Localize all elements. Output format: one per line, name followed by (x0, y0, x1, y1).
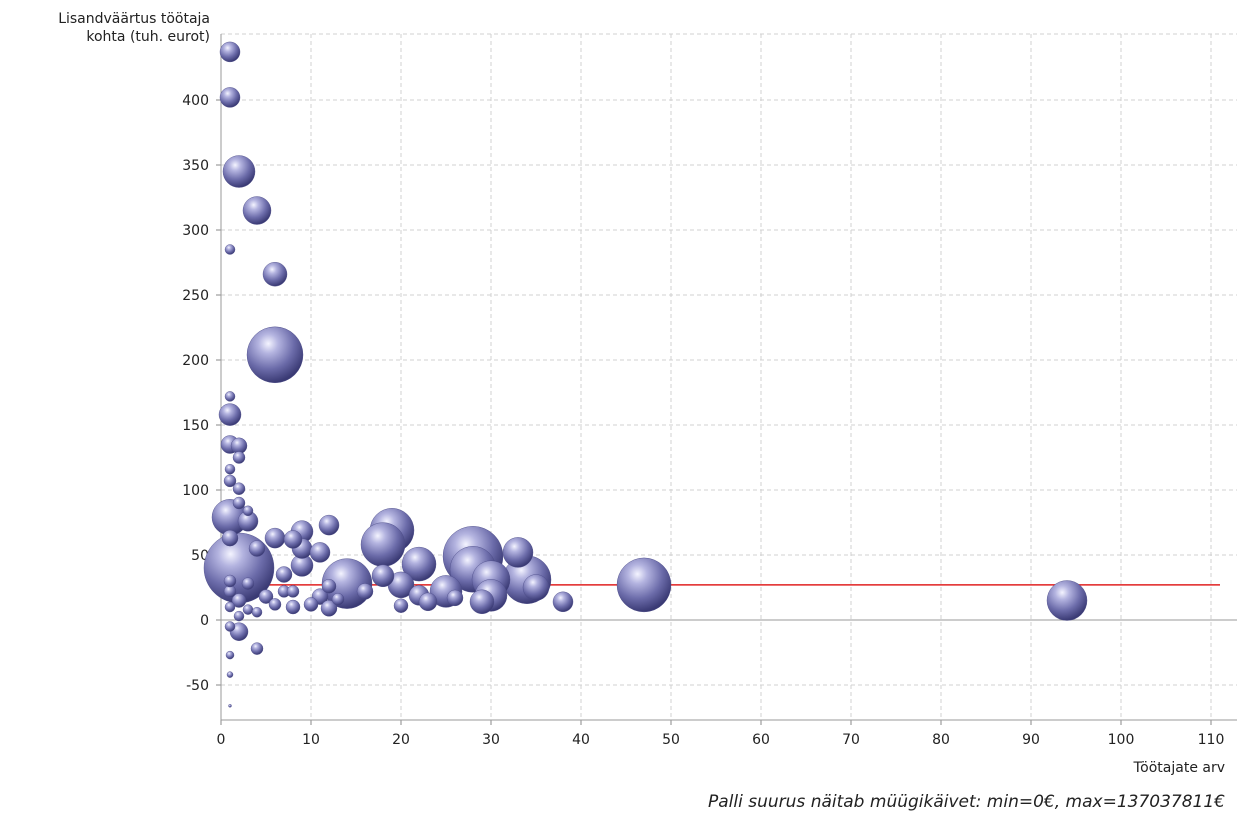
bubble-point (522, 574, 550, 601)
bubble-point (552, 591, 574, 612)
bubble-point (224, 464, 236, 475)
y-tick-label: 0 (200, 613, 209, 629)
x-tick-label: 10 (302, 732, 320, 748)
bubble-point (224, 621, 236, 632)
x-tick-label: 70 (842, 732, 860, 748)
x-tick-label: 80 (932, 732, 950, 748)
bubble-size-note: Palli suurus näitab müügikäivet: min=0€,… (708, 792, 1225, 812)
x-tick-label: 60 (752, 732, 770, 748)
bubble-point (222, 155, 256, 188)
bubble-point (286, 585, 300, 598)
bubble-point (268, 598, 282, 611)
bubble-point (241, 577, 255, 590)
y-tick-label: 400 (182, 93, 209, 109)
bubble-point (242, 505, 254, 516)
bubble-point (242, 604, 254, 615)
x-tick-label: 40 (572, 732, 590, 748)
bubble-point (233, 610, 245, 622)
bubble-point (232, 496, 246, 510)
bubble-point (320, 600, 338, 617)
bubble-point (219, 87, 241, 108)
bubble-point (418, 592, 438, 611)
y-axis-label: Lisandväärtus töötaja kohta (tuh. eurot) (0, 10, 210, 46)
grid (221, 33, 1237, 720)
bubble-point (223, 474, 237, 488)
bubble-point (251, 607, 263, 618)
x-tick-label: 20 (392, 732, 410, 748)
bubble-point (225, 650, 235, 660)
bubble-point (242, 196, 272, 225)
x-tick-label: 110 (1198, 732, 1225, 748)
y-tick-label: 200 (182, 353, 209, 369)
y-tick-label: 50 (191, 548, 209, 564)
bubble-point (401, 546, 437, 582)
bubble-point (248, 540, 266, 557)
bubble-point (223, 585, 237, 598)
y-axis-label-line-1: Lisandväärtus töötaja (58, 11, 210, 27)
bubble-point (258, 589, 274, 604)
bubble-point (231, 593, 247, 608)
y-tick-label: 300 (182, 223, 209, 239)
bubble-point (224, 601, 236, 613)
bubbles (203, 41, 1088, 708)
bubble-point (309, 542, 331, 563)
bubble-point (223, 574, 237, 588)
x-tick-label: 100 (1108, 732, 1135, 748)
x-tick-label: 30 (482, 732, 500, 748)
bubble-point (250, 642, 264, 655)
bubble-point (275, 566, 293, 583)
x-axis-label: Töötajate arv (1133, 760, 1225, 776)
bubble-point (232, 482, 246, 495)
y-tick-label: 350 (182, 158, 209, 174)
bubble-point (262, 262, 288, 287)
bubble-point (393, 598, 409, 613)
bubble-point (502, 537, 534, 568)
y-tick-label: 150 (182, 418, 209, 434)
x-tick-label: 0 (217, 732, 226, 748)
bubble-point (228, 704, 232, 708)
bubble-point (371, 564, 395, 587)
y-tick-label: 250 (182, 288, 209, 304)
y-tick-label: -50 (186, 678, 209, 694)
bubble-point (232, 451, 246, 464)
bubble-point (331, 593, 345, 606)
bubble-point (616, 557, 672, 613)
bubble-point (321, 579, 337, 594)
axes: 0 10 20 30 40 50 60 70 80 90 100 110 -50 0 50 100 150 200… (182, 34, 1237, 748)
bubble-point (219, 41, 241, 63)
bubble-point (224, 244, 236, 255)
bubble-point (221, 529, 239, 547)
bubble-point (360, 522, 406, 567)
bubble-point (469, 589, 495, 614)
bubble-point (356, 583, 374, 600)
bubble-point (218, 403, 242, 426)
x-tick-label: 90 (1022, 732, 1040, 748)
bubble-point (264, 527, 286, 549)
bubble-point (283, 530, 303, 549)
bubble-point (318, 514, 340, 536)
bubble-point (285, 599, 301, 615)
x-tick-label: 50 (662, 732, 680, 748)
bubble-point (226, 671, 234, 678)
bubble-point (446, 589, 464, 607)
y-tick-label: 100 (182, 483, 209, 499)
bubble-point (224, 391, 236, 402)
y-axis-label-line-2: kohta (tuh. eurot) (86, 29, 210, 45)
bubble-point (246, 326, 304, 383)
bubble-point (303, 597, 319, 612)
bubble-point (1046, 580, 1088, 621)
